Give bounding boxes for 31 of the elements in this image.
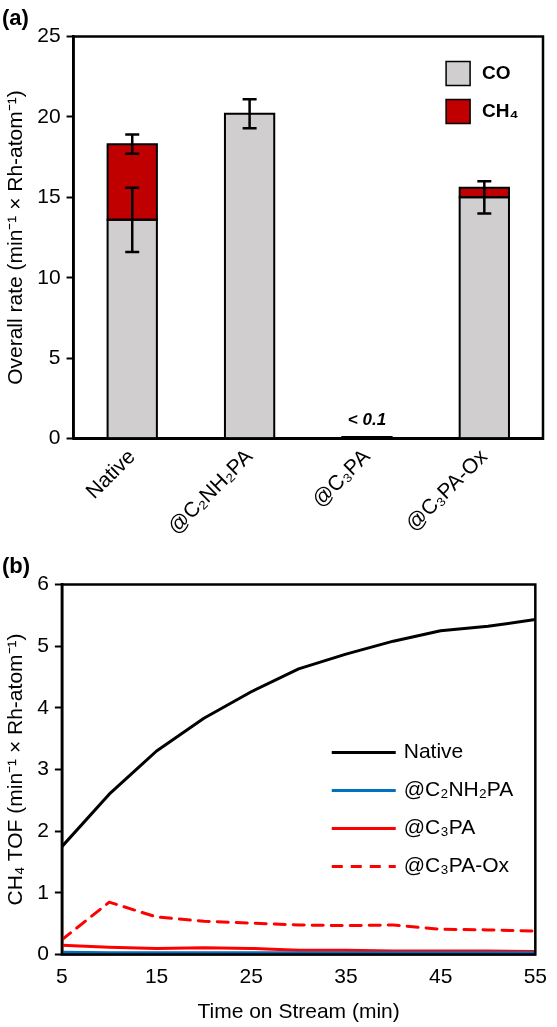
legend-label: @C₃PA-Ox [403,853,510,877]
x-tick-label: 15 [144,964,169,987]
y-tick-label: 0 [37,941,49,965]
y-tick-label: 15 [37,184,61,208]
y-tick-label: 25 [37,23,61,47]
legend-label: @C₃PA [403,815,476,839]
y-tick-label: 0 [48,425,61,449]
x-tick-label: 25 [239,964,263,987]
y-tick-label: 2 [37,818,49,841]
line-series [61,900,536,942]
x-tick-label: 45 [428,964,453,987]
y-axis-title: CH₄ TOF (min⁻¹ × Rh-atom⁻¹) [3,633,27,906]
y-tick-label: 6 [37,571,49,595]
y-axis-title: Overall rate (min⁻¹ × Rh-atom⁻¹) [3,90,27,385]
legend-label: CH₄ [482,99,519,121]
legend-label: Native [403,739,464,763]
annotation: < 0.1 [347,410,387,430]
y-tick-label: 20 [37,103,61,127]
x-tick-label: 35 [334,964,358,987]
y-tick-label: 4 [37,694,50,718]
y-tick-label: 3 [37,756,49,780]
y-tick-label: 5 [37,632,49,656]
x-axis-title: Time on Stream (min) [197,999,400,1023]
x-tick-label: 55 [523,964,547,987]
y-tick-label: 1 [37,879,49,903]
y-tick-label: 10 [37,264,61,288]
chart-title: (b) [2,553,31,579]
y-tick-label: 5 [48,345,61,369]
chart-title: (a) [2,5,29,31]
legend-label: @C₂NH₂PA [403,777,514,801]
legend-label: CO [482,61,511,83]
